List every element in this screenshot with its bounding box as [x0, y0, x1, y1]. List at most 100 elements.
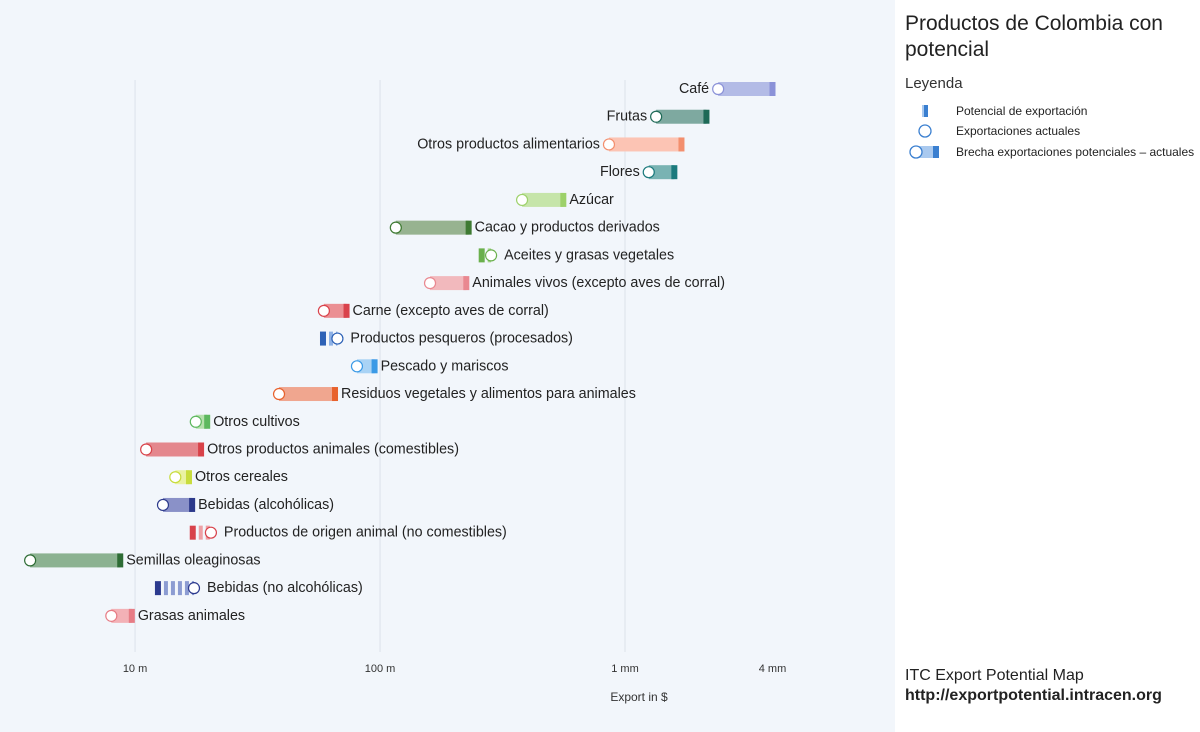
- current-marker: [204, 526, 218, 539]
- gap-bar: [522, 192, 564, 207]
- product-row: Aceites y grasas vegetales: [478, 247, 674, 263]
- potential-marker: [343, 303, 350, 318]
- category-label: Cacao y productos derivados: [475, 220, 660, 236]
- gap-range-icon: [909, 145, 939, 159]
- current-marker: [484, 249, 498, 262]
- current-circle-icon: [918, 124, 932, 138]
- product-row: Pescado y mariscos: [350, 358, 509, 374]
- potential-marker: [185, 470, 192, 485]
- current-marker: [423, 277, 437, 290]
- current-marker: [140, 443, 153, 456]
- potential-bar-icon-dark: [924, 105, 928, 117]
- plot-area: Café Frutas Otros productos alimentarios Fl…: [0, 0, 895, 732]
- category-label: Flores: [600, 164, 640, 180]
- potential-marker: [198, 442, 205, 457]
- product-row: Flores: [600, 164, 678, 180]
- potential-marker: [117, 553, 124, 568]
- potential-marker: [154, 581, 161, 596]
- current-marker: [389, 221, 402, 234]
- gap-bar: [608, 137, 682, 152]
- category-label: Azúcar: [569, 192, 614, 208]
- gap-bar: [30, 553, 121, 568]
- export-gap-chart: Café Frutas Otros productos alimentariosFl…: [24, 80, 786, 704]
- gap-bar: [162, 497, 193, 512]
- category-label: Otros cultivos: [213, 414, 300, 430]
- x-axis-title: Export in $: [610, 690, 668, 704]
- gap-range-icon-circle: [909, 145, 923, 159]
- legend-label-potential: Potencial de exportación: [956, 104, 1088, 118]
- category-label: Café: [679, 81, 709, 97]
- gridlines: [134, 80, 626, 652]
- x-tick-label: 4 mm: [759, 663, 787, 675]
- category-label: Otros productos animales (comestibles): [207, 441, 459, 457]
- gap-bar: [656, 109, 707, 124]
- legend-title: Leyenda: [905, 75, 963, 92]
- legend-item-potential: Potencial de exportación: [905, 101, 1200, 121]
- product-row: Otros cereales: [169, 469, 288, 485]
- product-row: Animales vivos (excepto aves de corral): [423, 275, 725, 291]
- category-label: Otros productos alimentarios: [417, 136, 600, 152]
- category-label: Bebidas (alcohólicas): [198, 497, 334, 513]
- gap-bar: [430, 276, 467, 291]
- category-label: Productos de origen animal (no comestibl…: [224, 525, 507, 541]
- potential-marker: [703, 109, 710, 124]
- potential-marker: [671, 165, 678, 180]
- potential-marker: [465, 220, 472, 235]
- current-marker: [317, 304, 330, 317]
- potential-marker: [678, 137, 685, 152]
- category-label: Carne (excepto aves de corral): [353, 303, 549, 319]
- category-label: Residuos vegetales y alimentos para anim…: [341, 386, 636, 402]
- product-row: Cacao y productos derivados: [389, 220, 660, 236]
- potential-marker: [769, 82, 776, 96]
- gap-range-icon-cap: [933, 146, 939, 158]
- category-label: Semillas oleaginosas: [126, 552, 260, 568]
- chart-title: Productos de Colombia con potencial: [905, 12, 1163, 61]
- x-tick-label: 100 m: [365, 663, 396, 675]
- gap-bar: [111, 608, 132, 623]
- category-label: Pescado y mariscos: [381, 358, 509, 374]
- footer-source-name: ITC Export Potential Map: [905, 667, 1084, 684]
- product-row: Otros productos animales (comestibles): [140, 441, 459, 457]
- x-axis: Export in $ 10 m 100 m 1 mm 4 mm: [123, 663, 786, 704]
- potential-marker: [478, 248, 485, 263]
- product-row: Otros cultivos: [189, 414, 300, 430]
- product-row: Grasas animales: [105, 608, 245, 624]
- legend-item-current: Exportaciones actuales: [905, 121, 1200, 141]
- category-label: Productos pesqueros (procesados): [350, 331, 573, 347]
- product-row: Residuos vegetales y alimentos para anim…: [272, 386, 636, 402]
- current-marker: [602, 138, 616, 151]
- category-label: Aceites y grasas vegetales: [504, 247, 674, 263]
- product-row: Café: [679, 81, 776, 97]
- current-marker: [712, 82, 725, 96]
- current-marker: [156, 498, 170, 512]
- product-row: Bebidas (no alcohólicas): [154, 580, 363, 596]
- current-marker: [105, 609, 118, 622]
- potential-marker: [204, 414, 211, 429]
- product-row: Carne (excepto aves de corral): [317, 303, 549, 319]
- footer-url: http://exportpotential.intracen.org: [905, 687, 1162, 704]
- source-footer: ITC Export Potential Map http://exportpo…: [905, 666, 1200, 706]
- current-marker: [331, 332, 344, 345]
- gap-bar: [648, 165, 675, 180]
- potential-marker: [189, 497, 196, 512]
- current-marker: [187, 582, 201, 595]
- potential-marker: [371, 359, 378, 374]
- potential-marker: [332, 387, 339, 402]
- gap-bar: [279, 387, 336, 402]
- category-label: Bebidas (no alcohólicas): [207, 580, 363, 596]
- current-marker: [189, 415, 202, 428]
- current-marker: [650, 110, 663, 123]
- legend-item-gap: Brecha exportaciones potenciales – actua…: [905, 142, 1200, 162]
- side-panel: Productos de Colombia con potencial Leye…: [895, 0, 1200, 732]
- product-row: Semillas oleaginosas: [24, 552, 261, 568]
- current-marker: [24, 554, 37, 567]
- legend-label-current: Exportaciones actuales: [956, 124, 1081, 138]
- potential-bar-icon-light: [922, 105, 924, 117]
- current-marker: [350, 360, 364, 373]
- category-label: Animales vivos (excepto aves de corral): [472, 275, 725, 291]
- product-row: Bebidas (alcohólicas): [156, 497, 334, 513]
- gap-bar: [718, 82, 773, 96]
- current-marker: [169, 471, 182, 484]
- potential-bar-icon: [922, 105, 928, 117]
- current-marker: [515, 193, 529, 207]
